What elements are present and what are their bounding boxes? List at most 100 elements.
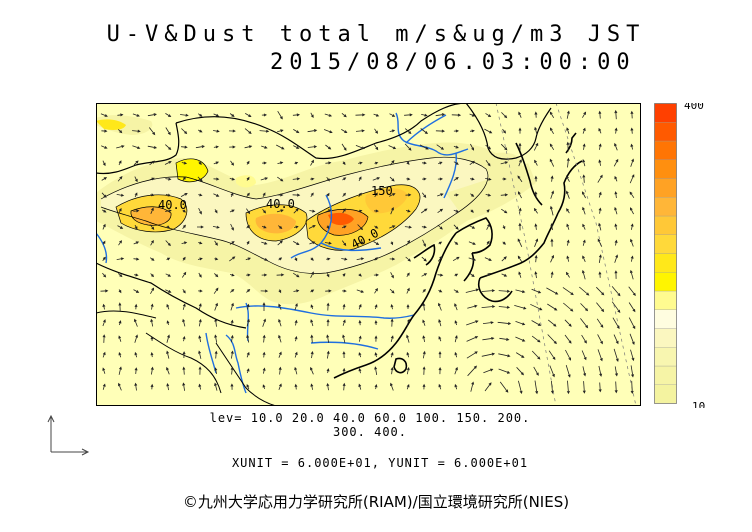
wind-vector: [630, 380, 634, 394]
wind-vector: [404, 225, 412, 229]
wind-vector: [182, 335, 186, 342]
wind-vector: [134, 351, 138, 358]
wind-vector: [326, 257, 331, 261]
wind-vector: [406, 318, 410, 327]
wind-vector: [246, 351, 250, 358]
wind-vector: [246, 318, 250, 327]
wind-vector: [358, 192, 362, 197]
axis-orientation-icon: [47, 414, 90, 456]
wind-vector: [374, 352, 378, 358]
wind-vector: [562, 287, 574, 296]
wind-vector: [246, 303, 250, 310]
wind-vector: [485, 272, 491, 277]
wind-vector: [278, 366, 282, 375]
wind-vector: [294, 319, 298, 326]
wind-vector: [598, 271, 602, 278]
wind-vector: [421, 113, 428, 117]
wind-vector: [182, 303, 186, 310]
wind-vector: [246, 289, 251, 293]
wind-vector: [566, 110, 570, 119]
contour-levels-line1: lev= 10.0 20.0 40.0 60.0 100. 150. 200.: [209, 411, 531, 425]
wind-vector: [502, 177, 507, 181]
wind-vector: [614, 109, 618, 120]
wind-vector: [262, 334, 266, 343]
wind-vector: [310, 177, 315, 181]
wind-vector: [102, 351, 106, 358]
wind-vector: [166, 225, 171, 229]
wind-vector: [198, 272, 202, 278]
wind-vector: [564, 319, 572, 327]
wind-vector: [134, 334, 138, 343]
wind-vector: [212, 225, 220, 229]
wind-vector: [342, 192, 346, 197]
wind-vector: [421, 273, 428, 277]
wind-vector: [563, 302, 574, 312]
wind-vector: [406, 287, 410, 294]
wind-vector: [181, 128, 188, 135]
wind-vector: [550, 175, 554, 182]
wind-vector: [229, 241, 235, 245]
wind-vector: [165, 289, 172, 293]
wind-vector: [165, 144, 172, 150]
wind-vector: [630, 143, 634, 150]
wind-vector: [565, 364, 571, 378]
wind-vector: [469, 129, 475, 133]
chart-datetime: 2015/08/06.03:00:00: [270, 50, 636, 75]
wind-vector: [118, 302, 122, 311]
wind-vector: [566, 208, 570, 214]
wind-vector: [166, 334, 170, 343]
wind-vector: [452, 256, 460, 262]
lat-lon-grid: [495, 103, 637, 406]
wind-vector: [294, 366, 298, 375]
wind-vector: [133, 289, 140, 293]
wind-vector: [390, 241, 394, 246]
map-frame: [96, 103, 641, 406]
wind-vector: [514, 305, 527, 310]
colorbar-cell: [654, 365, 677, 385]
wind-vector: [213, 177, 220, 181]
wind-vector: [262, 318, 266, 327]
wind-vector: [566, 157, 570, 168]
wind-vector: [182, 209, 187, 213]
wind-vector: [101, 145, 108, 149]
wind-vector: [134, 303, 138, 310]
wind-vector: [533, 207, 538, 214]
wind-vector: [262, 384, 266, 390]
wind-vector: [342, 319, 346, 326]
wind-vector: [133, 257, 140, 261]
wind-vector: [278, 318, 282, 327]
wind-vector: [102, 160, 106, 167]
wind-vector: [549, 143, 555, 151]
wind-vector: [341, 240, 347, 247]
wind-vector: [308, 225, 316, 229]
wind-vector: [420, 128, 429, 135]
wind-vector: [246, 383, 250, 390]
wind-vector: [614, 223, 618, 230]
wind-vector: [516, 367, 525, 376]
wind-vector: [118, 240, 122, 246]
wind-vector: [262, 302, 266, 311]
wind-vector: [406, 239, 411, 246]
wind-vector: [582, 143, 586, 150]
wind-vector: [278, 289, 282, 294]
wind-vector: [310, 304, 314, 310]
wind-vector: [118, 366, 122, 375]
wind-vector: [214, 350, 218, 359]
wind-vector: [614, 175, 618, 182]
wind-vector: [466, 336, 479, 342]
wind-vector: [373, 273, 380, 277]
wind-vector: [310, 112, 314, 118]
wind-vector: [180, 113, 189, 117]
wind-vector: [421, 256, 427, 262]
wind-vector: [134, 367, 138, 374]
wind-vector: [497, 321, 512, 325]
wind-vector: [470, 177, 475, 181]
wind-vector: [597, 349, 603, 362]
wind-vector: [389, 113, 396, 117]
wind-vector: [518, 207, 522, 214]
wind-vector: [390, 351, 394, 358]
wind-vector: [629, 191, 635, 199]
wind-vector: [404, 128, 412, 134]
wind-vector: [182, 318, 186, 327]
wind-vector: [629, 333, 635, 346]
